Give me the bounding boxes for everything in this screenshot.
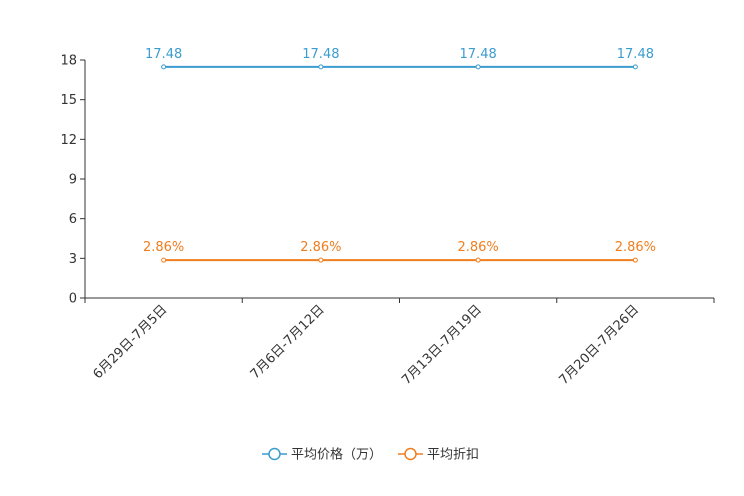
y-tick-label: 12 bbox=[60, 133, 77, 148]
series-0: 17.48 17.48 17.48 17.48 bbox=[145, 47, 654, 70]
data-label: 17.48 bbox=[302, 47, 339, 62]
data-point[interactable] bbox=[318, 64, 324, 70]
y-tick-label: 3 bbox=[69, 252, 77, 267]
data-point[interactable] bbox=[161, 257, 167, 263]
data-point[interactable] bbox=[161, 64, 167, 70]
y-tick-label: 0 bbox=[69, 292, 77, 307]
legend[interactable]: 平均价格（万） 平均折扣 bbox=[262, 447, 479, 463]
data-label: 17.48 bbox=[617, 47, 654, 62]
legend-marker-icon bbox=[404, 447, 417, 461]
x-tick-label: 7月20日-7月26日 bbox=[556, 302, 642, 388]
data-point[interactable] bbox=[318, 257, 324, 263]
data-point[interactable] bbox=[632, 64, 638, 70]
y-tick-label: 6 bbox=[69, 212, 77, 227]
legend-item-0[interactable]: 平均价格（万） bbox=[262, 447, 382, 463]
x-tick-label: 7月13日-7月19日 bbox=[399, 302, 485, 388]
y-tick-label: 15 bbox=[60, 93, 77, 108]
data-point[interactable] bbox=[475, 64, 481, 70]
data-point[interactable] bbox=[632, 257, 638, 263]
series-1: 2.86% 2.86% 2.86% 2.86% bbox=[143, 240, 656, 263]
y-tick-label: 18 bbox=[60, 54, 77, 69]
axes bbox=[84, 60, 714, 299]
legend-label: 平均折扣 bbox=[427, 448, 479, 463]
data-label: 2.86% bbox=[143, 240, 184, 255]
y-axis-ticks: 0 3 6 9 12 15 18 bbox=[60, 54, 85, 307]
data-point[interactable] bbox=[475, 257, 481, 263]
legend-label: 平均价格（万） bbox=[291, 447, 382, 463]
x-tick-label: 6月29日-7月5日 bbox=[91, 302, 171, 382]
series-layer: 17.48 17.48 17.48 17.48 2.86% 2.86% 2.86% 2.86% bbox=[143, 47, 656, 263]
y-tick-label: 9 bbox=[69, 173, 77, 188]
x-tick-label: 7月6日-7月12日 bbox=[248, 302, 328, 382]
legend-item-1[interactable]: 平均折扣 bbox=[398, 448, 479, 463]
legend-marker-icon bbox=[268, 447, 281, 461]
data-label: 2.86% bbox=[300, 240, 341, 255]
data-label: 2.86% bbox=[615, 240, 656, 255]
x-axis-ticks: 6月29日-7月5日 7月6日-7月12日 7月13日-7月19日 7月20日-7月2… bbox=[84, 298, 715, 388]
data-label: 17.48 bbox=[460, 47, 497, 62]
data-label: 2.86% bbox=[457, 240, 498, 255]
data-label: 17.48 bbox=[145, 47, 182, 62]
